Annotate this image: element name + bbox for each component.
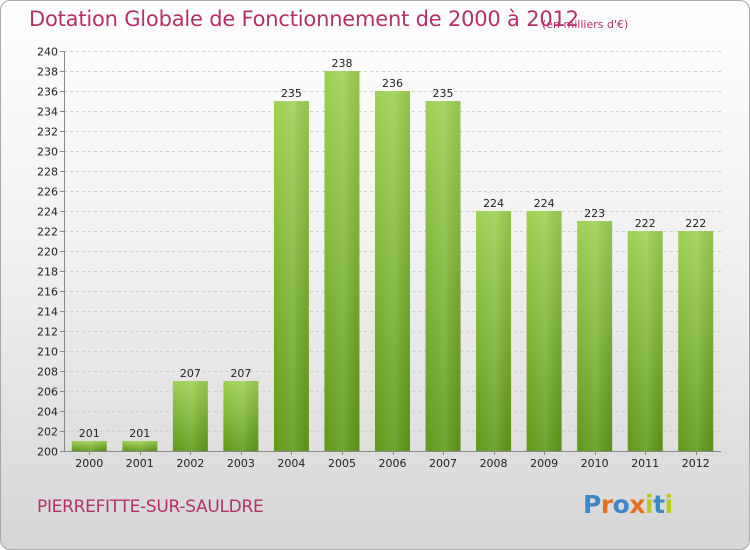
x-tick-label: 2001 — [126, 457, 154, 470]
bar-value-label: 201 — [79, 427, 100, 440]
bar-value-label: 224 — [534, 197, 555, 210]
logo-letter: i — [664, 490, 674, 519]
y-tick-label: 230 — [37, 146, 58, 159]
y-tick-label: 234 — [37, 106, 58, 119]
bar-value-label: 222 — [635, 217, 656, 230]
bar-shine — [577, 221, 613, 451]
logo-letter: r — [600, 490, 613, 519]
unit-label: (en milliers d'€) — [542, 18, 629, 31]
bar-value-label: 207 — [180, 367, 201, 380]
y-tick-label: 210 — [37, 346, 58, 359]
y-axis: 2002022042062082102122142162182202222242… — [37, 46, 721, 459]
y-tick-label: 202 — [37, 426, 58, 439]
x-tick-label: 2004 — [277, 457, 305, 470]
bar-value-label: 201 — [129, 427, 150, 440]
x-axis-labels: 2000 2001 2002 2003 2004 2005 2006 2007 2008 2009… — [75, 451, 710, 470]
chart-title: Dotation Globale de Fonctionnement de 20… — [29, 7, 579, 31]
bar-shine — [122, 441, 158, 451]
y-tick-label: 222 — [37, 226, 58, 239]
y-tick-label: 220 — [37, 246, 58, 259]
y-tick-label: 200 — [37, 446, 58, 459]
bar-value-label: 235 — [433, 87, 454, 100]
x-tick-label: 2011 — [631, 457, 659, 470]
bar-shine — [223, 381, 259, 451]
bar-value-label: 223 — [584, 207, 605, 220]
bar-shine — [273, 101, 309, 451]
x-tick-label: 2009 — [530, 457, 558, 470]
logo-letter: P — [583, 490, 601, 519]
y-tick-label: 240 — [37, 46, 58, 59]
x-tick-label: 2007 — [429, 457, 457, 470]
y-tick-label: 232 — [37, 126, 58, 139]
bar-value-label: 236 — [382, 77, 403, 90]
bar-shine — [71, 441, 107, 451]
bar-shine — [375, 91, 410, 451]
logo-letter: x — [629, 490, 645, 519]
y-tick-label: 238 — [37, 66, 58, 79]
y-tick-label: 216 — [37, 286, 58, 299]
x-tick-label: 2008 — [480, 457, 508, 470]
y-tick-label: 206 — [37, 386, 58, 399]
y-tick-label: 208 — [37, 366, 58, 379]
y-tick-label: 218 — [37, 266, 58, 279]
y-tick-label: 228 — [37, 166, 58, 179]
y-tick-label: 236 — [37, 86, 58, 99]
y-tick-label: 224 — [37, 206, 58, 219]
proxiti-logo: Proxiti — [583, 490, 673, 519]
y-tick-label: 204 — [37, 406, 58, 419]
x-tick-label: 2002 — [176, 457, 204, 470]
bar-value-label: 222 — [685, 217, 706, 230]
x-tick-label: 2012 — [682, 457, 710, 470]
y-tick-label: 214 — [37, 306, 58, 319]
x-tick-label: 2006 — [379, 457, 407, 470]
bar-value-label: 224 — [483, 197, 504, 210]
x-tick-label: 2003 — [227, 457, 255, 470]
commune-name: PIERREFITTE-SUR-SAULDRE — [37, 497, 264, 517]
bar-shine — [678, 231, 714, 451]
bars: 201 201 207 207 235 238 236 235 224 224 223 222 222 — [71, 57, 714, 451]
y-tick-label: 226 — [37, 186, 58, 199]
bar-shine — [425, 101, 461, 451]
bar-value-label: 207 — [230, 367, 251, 380]
x-tick-label: 2010 — [581, 457, 609, 470]
logo-letter: o — [612, 490, 630, 519]
bar-shine — [172, 381, 208, 451]
bar-shine — [324, 71, 360, 451]
x-tick-label: 2000 — [75, 457, 103, 470]
bar-value-label: 235 — [281, 87, 302, 100]
bar-shine — [476, 211, 512, 451]
bar-shine — [627, 231, 663, 451]
logo-letter: t — [653, 490, 665, 519]
y-tick-label: 212 — [37, 326, 58, 339]
bar-value-label: 238 — [331, 57, 352, 70]
x-tick-label: 2005 — [328, 457, 356, 470]
bar-shine — [526, 211, 562, 451]
logo-letter: i — [645, 490, 654, 519]
